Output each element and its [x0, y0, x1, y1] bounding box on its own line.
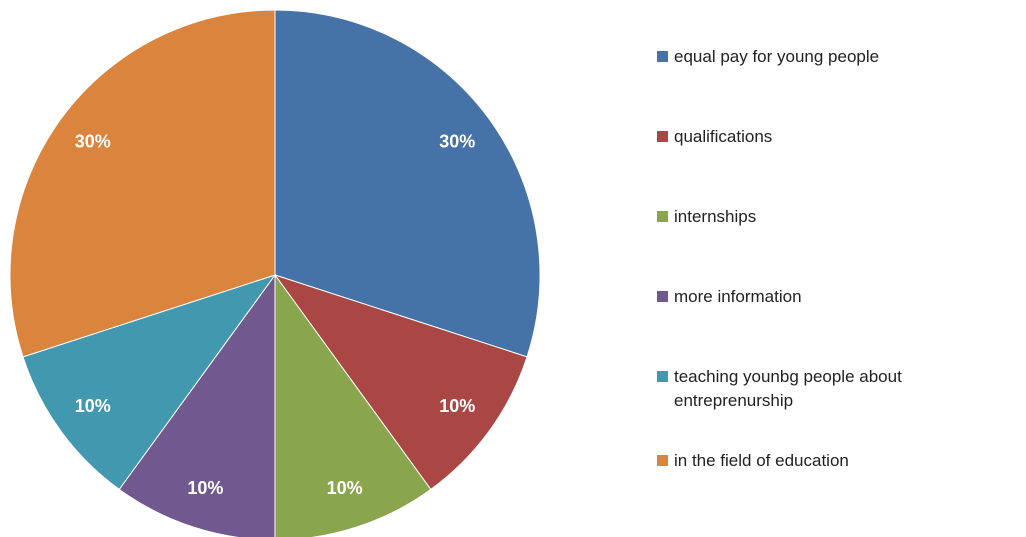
slice-label: 10%: [187, 478, 223, 498]
legend-item: internships: [657, 205, 1019, 229]
legend-item: qualifications: [657, 125, 1019, 149]
slice-label: 10%: [327, 478, 363, 498]
legend-item: teaching younbg people about entreprenur…: [657, 365, 1019, 413]
legend-label: internships: [674, 207, 757, 226]
legend-swatch: [657, 455, 668, 466]
legend-label: more information: [674, 287, 802, 306]
legend-swatch: [657, 291, 668, 302]
legend-label: in the field of education: [674, 451, 849, 470]
pie-slice: [118, 273, 276, 537]
legend-swatch: [657, 131, 668, 142]
legend-swatch: [657, 51, 668, 62]
slice-label: 10%: [75, 396, 111, 416]
legend-swatch: [657, 211, 668, 222]
pie-plot: 30% 10% 10% 10% 10% 30%: [9, 9, 541, 537]
pie-slice: [22, 274, 277, 491]
legend-item: more information: [657, 285, 1019, 309]
legend-label: teaching younbg people about entreprenur…: [674, 367, 902, 410]
legend-label: equal pay for young people: [674, 47, 880, 66]
slice-label: 10%: [439, 396, 475, 416]
legend-label: qualifications: [674, 127, 773, 146]
slice-label: 30%: [75, 131, 111, 151]
pie-slice: [9, 9, 276, 358]
legend-item: in the field of education: [657, 449, 1019, 473]
legend-swatch: [657, 371, 668, 382]
slice-label: 30%: [439, 131, 475, 151]
legend-item: equal pay for young people: [657, 45, 1019, 69]
pie-slice: [273, 274, 528, 491]
pie-slice: [274, 9, 541, 358]
pie-slice: [274, 273, 432, 537]
